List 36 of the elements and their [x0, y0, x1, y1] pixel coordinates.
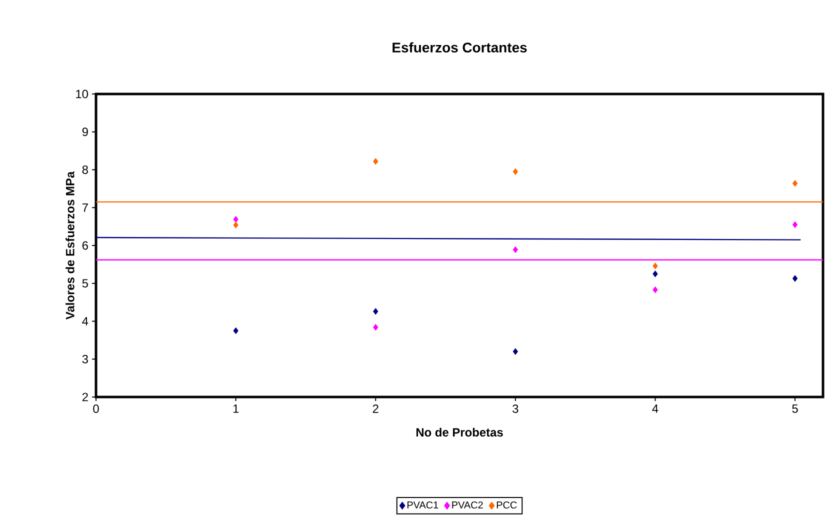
y-tick-label: 3 [82, 354, 88, 364]
x-tick-label: 1 [233, 404, 239, 413]
point [233, 327, 238, 334]
point [373, 308, 378, 315]
point [792, 275, 798, 282]
x-tick-label: 3 [512, 404, 518, 413]
legend-label: PVAC2 [452, 501, 483, 509]
x-tick-label: 0 [93, 404, 99, 413]
point [652, 286, 658, 294]
x-tick-label: 5 [792, 404, 798, 413]
y-tick-label: 8 [82, 166, 88, 174]
point [792, 180, 798, 187]
y-tick-label: 4 [82, 317, 88, 326]
point [373, 158, 378, 165]
x-tick-label: 2 [372, 404, 378, 413]
y-tick-label: 5 [82, 279, 88, 288]
y-tick-label: 9 [82, 128, 88, 136]
legend-label: PCC [496, 501, 517, 509]
point [373, 324, 378, 331]
point [792, 221, 798, 228]
point [652, 270, 658, 278]
point [512, 168, 518, 176]
y-tick-label: 2 [82, 392, 88, 402]
legend-label: PVAC1 [407, 501, 438, 509]
x-axis-title: No de Probetas [416, 428, 503, 437]
y-axis-title: Valores de Esfuerzos MPa [66, 171, 74, 320]
chart-title: Esfuerzos Cortantes [392, 42, 527, 52]
point [652, 262, 658, 270]
point [512, 348, 518, 355]
y-tick-label: 6 [82, 241, 88, 250]
y-tick-label: 7 [82, 204, 88, 212]
point [233, 216, 238, 223]
x-tick-label: 4 [652, 404, 658, 413]
point [233, 222, 238, 228]
y-tick-label: 10 [76, 90, 88, 98]
point [512, 246, 518, 254]
